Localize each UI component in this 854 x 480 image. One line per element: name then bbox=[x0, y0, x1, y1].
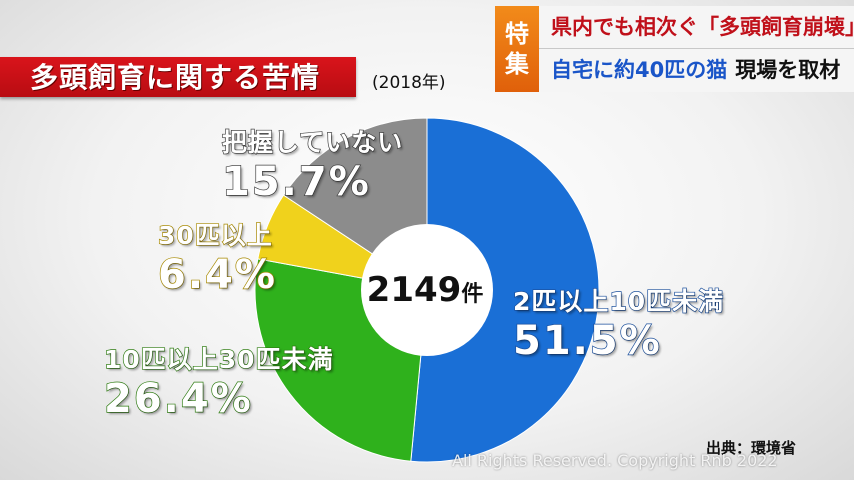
pie-center-hole bbox=[361, 224, 493, 356]
slice-percent: 15.7% bbox=[221, 158, 371, 205]
chart-title: 多頭飼育に関する苦情 bbox=[30, 61, 321, 94]
headline-line2: 自宅に約40匹の猫 現場を取材 bbox=[539, 49, 854, 92]
chart-title-band bbox=[0, 57, 356, 97]
slice-percent: 26.4% bbox=[103, 375, 253, 422]
copyright-watermark: All Rights Reserved. Copyright Rnb 2022 bbox=[452, 451, 778, 470]
slice-label-30plus: 30匹以上 6.4% bbox=[157, 216, 277, 298]
pie-center-total: 2149件 bbox=[360, 270, 490, 310]
slice-label-10to30: 10匹以上30匹未満 26.4% bbox=[103, 340, 334, 422]
slice-name: 把握していない bbox=[221, 127, 404, 157]
badge-char: 特 bbox=[505, 20, 529, 48]
total-value: 2149 bbox=[366, 270, 462, 310]
slice-name: 30匹以上 bbox=[157, 220, 273, 250]
headline-line2-highlight: 自宅に約40匹の猫 bbox=[551, 58, 728, 82]
total-unit: 件 bbox=[461, 282, 484, 307]
source-note: 出典：環境省 bbox=[706, 439, 797, 457]
slice-label-2to10: 2匹以上10匹未満 51.5% bbox=[512, 282, 725, 364]
feature-badge: 特 集 bbox=[495, 6, 539, 92]
pie-slice-0 bbox=[410, 117, 600, 463]
slice-name: 10匹以上30匹未満 bbox=[103, 344, 334, 374]
slice-name: 2匹以上10匹未満 bbox=[512, 286, 725, 316]
slice-label-unknown: 把握していない 15.7% bbox=[221, 123, 404, 205]
badge-char: 集 bbox=[505, 50, 529, 78]
headline-line2-rest: 現場を取材 bbox=[735, 58, 841, 82]
slice-percent: 6.4% bbox=[157, 251, 277, 298]
chart-subtitle: (2018年) bbox=[372, 73, 446, 93]
slice-percent: 51.5% bbox=[512, 317, 662, 364]
headline-line1: 県内でも相次ぐ「多頭飼育崩壊」 bbox=[539, 6, 854, 49]
